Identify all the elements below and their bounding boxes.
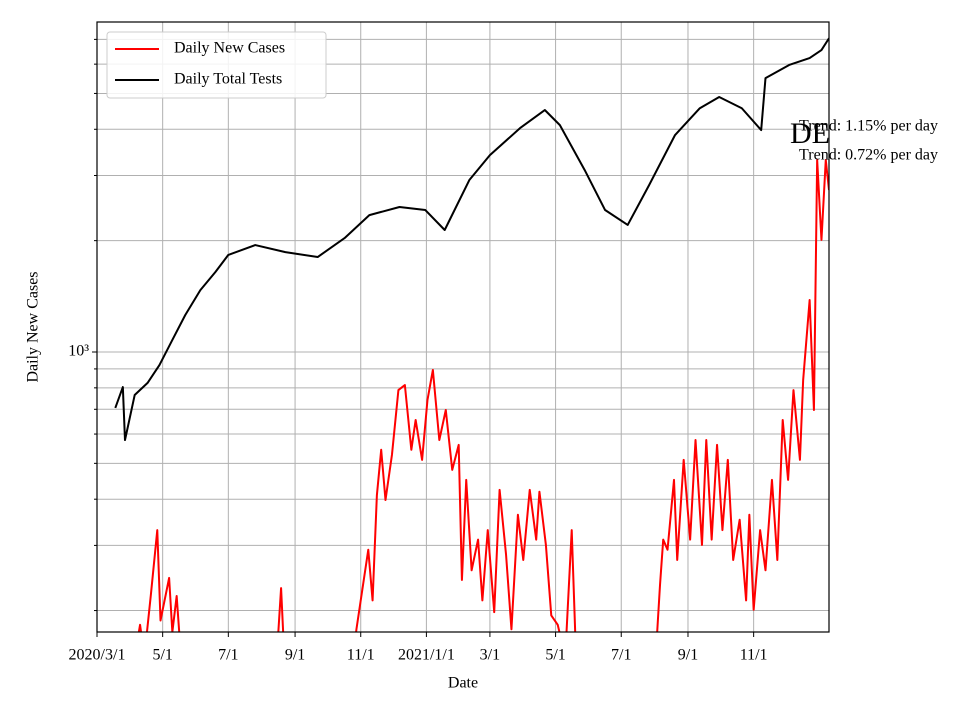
x-tick-label: 7/1	[218, 647, 238, 664]
x-tick-label: 11/1	[347, 647, 375, 664]
y-axis-label: Daily New Cases	[25, 271, 42, 382]
annotation: DE	[790, 117, 830, 150]
legend-box	[106, 31, 327, 99]
x-tick-label: 2020/3/1	[69, 647, 126, 664]
x-axis-label: Date	[448, 675, 478, 692]
annotation: Trend: 1.15% per day	[799, 118, 938, 135]
x-tick-label: 9/1	[285, 647, 305, 664]
x-tick-label: 7/1	[611, 647, 631, 664]
x-tick-label: 5/1	[545, 647, 565, 664]
plot-frame	[96, 21, 830, 633]
legend-label: Daily Total Tests	[174, 71, 282, 88]
x-tick-label: 9/1	[678, 647, 698, 664]
legend-label: Daily New Cases	[174, 40, 285, 57]
legend: Daily New Cases Daily Total Tests	[106, 31, 327, 99]
y-tick-label: 10³	[68, 343, 89, 360]
annotation: Trend: 0.72% per day	[799, 147, 938, 164]
x-tick-label: 3/1	[480, 647, 500, 664]
plot-lines	[114, 37, 829, 632]
x-tick-label: 5/1	[152, 647, 172, 664]
x-tick-label: 11/1	[740, 647, 768, 664]
x-tick-label: 2021/1/1	[398, 647, 455, 664]
series-line	[137, 158, 829, 632]
series-line	[114, 37, 829, 442]
